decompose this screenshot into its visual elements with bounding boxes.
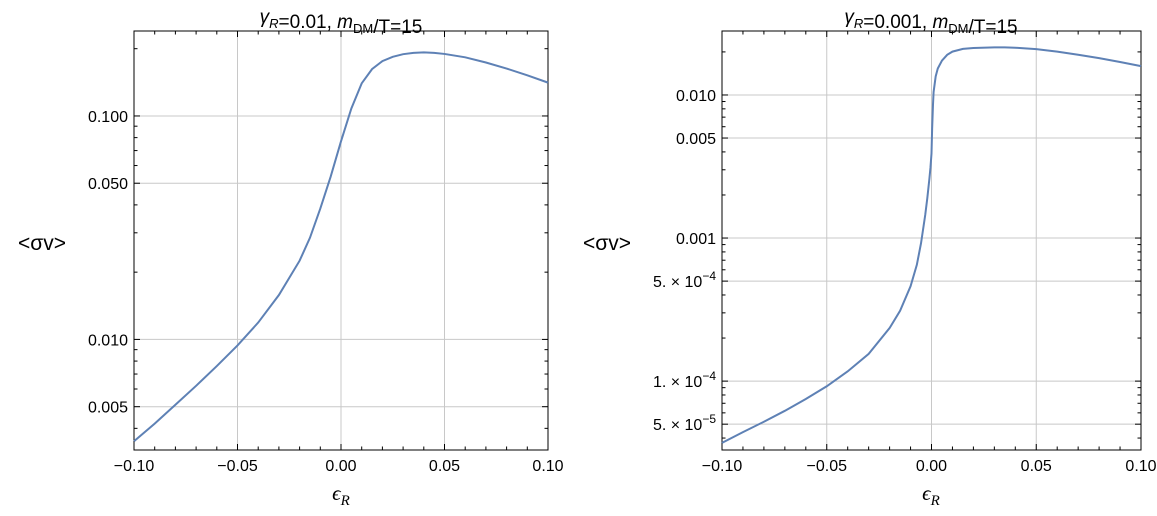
x-tick-label: 0.10	[1125, 458, 1156, 475]
x-axis-label: ϵR	[922, 481, 940, 509]
chart-left: −0.10 −0.05 0.00 0.05 0.10 0.005 0.010 0.050 0.1…	[18, 7, 564, 509]
y-tick-label: 5. × 10−4	[653, 269, 716, 291]
y-tick-label: 1. × 10−4	[653, 369, 716, 391]
x-tick-label: 0.00	[916, 458, 947, 475]
x-tick-label: −0.10	[114, 458, 155, 475]
x-tick-label: 0.05	[1021, 458, 1052, 475]
y-tick-label: 0.100	[88, 109, 128, 126]
x-tick-label: 0.10	[532, 458, 563, 475]
x-tick-label: −0.10	[702, 458, 743, 475]
y-axis-label: <σv>	[583, 232, 631, 255]
y-tick-label: 0.010	[88, 332, 128, 349]
data-series-line	[133, 51, 549, 443]
gridlines	[134, 31, 548, 450]
y-tick-label: 5. × 10−5	[653, 412, 716, 434]
minor-ticks	[133, 31, 549, 450]
chart-title: γR=0.01, mDM/T=15	[260, 7, 423, 38]
y-tick-label: 0.005	[88, 400, 128, 417]
x-tick-label: −0.05	[217, 458, 258, 475]
y-tick-label: 0.010	[676, 88, 716, 105]
y-axis-label: <σv>	[18, 232, 66, 255]
chart-right: −0.10 −0.05 0.00 0.05 0.10 5. × 10−5 1. × 10−4…	[583, 7, 1157, 509]
x-tick-label: 0.00	[325, 458, 356, 475]
data-series-line	[721, 46, 1142, 444]
y-tick-label: 0.001	[676, 231, 716, 248]
y-tick-label: 0.050	[88, 176, 128, 193]
minor-ticks	[721, 31, 1142, 450]
chart-title: γR=0.001, mDM/T=15	[844, 7, 1017, 38]
y-tick-label: 0.005	[676, 131, 716, 148]
x-tick-label: 0.05	[429, 458, 460, 475]
x-axis-label: ϵR	[332, 481, 350, 509]
x-tick-label: −0.05	[807, 458, 848, 475]
gridlines	[722, 31, 1141, 450]
